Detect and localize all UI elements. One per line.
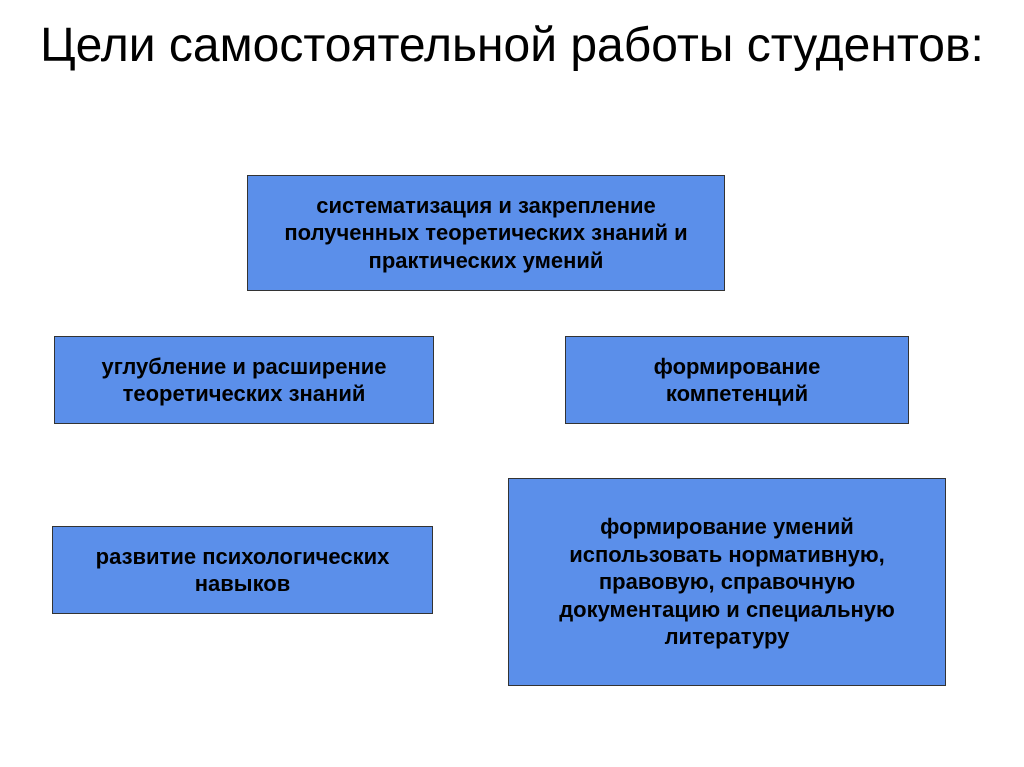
box-systematization: систематизация и закрепление полученных …: [247, 175, 725, 291]
box-competencies: формирование компетенций: [565, 336, 909, 424]
slide-title: Цели самостоятельной работы студентов:: [0, 18, 1024, 73]
box-deepening: углубление и расширение теоретических зн…: [54, 336, 434, 424]
box-skills: формирование умений использовать нормати…: [508, 478, 946, 686]
box-psychology: развитие психологических навыков: [52, 526, 433, 614]
